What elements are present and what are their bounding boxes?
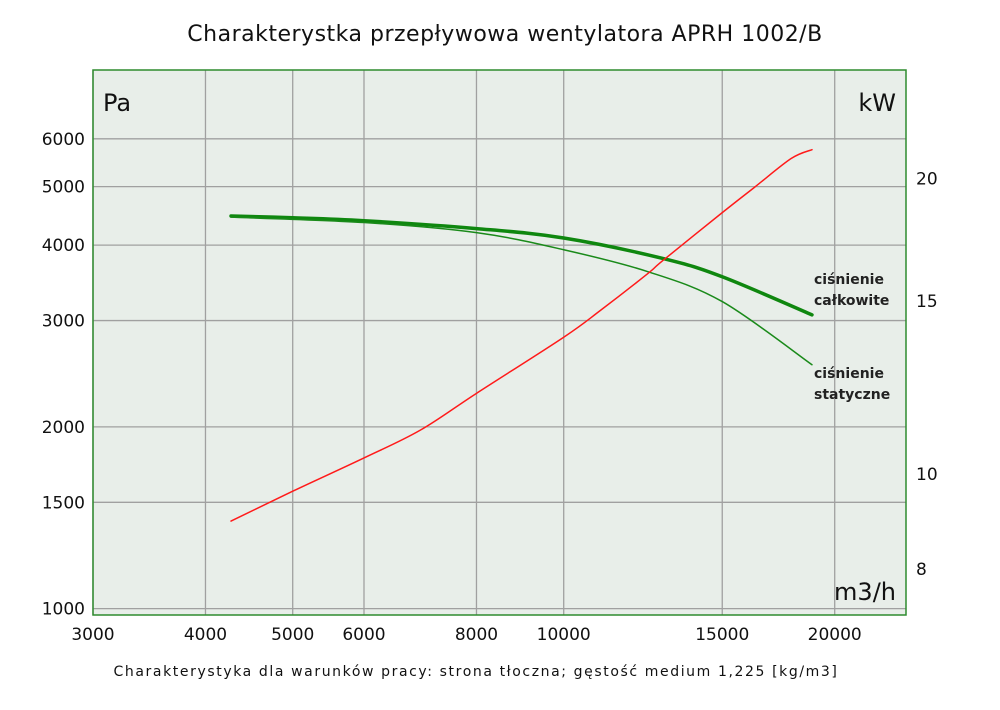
plot-frame bbox=[92, 69, 907, 616]
x-tick-label: 6000 bbox=[342, 625, 385, 645]
series-label: ciśnienie bbox=[814, 366, 884, 382]
series-line-1 bbox=[230, 216, 813, 366]
x-tick-label: 15000 bbox=[695, 625, 749, 645]
series-label: ciśnienie bbox=[814, 272, 884, 288]
ticks: 3000 4000 5000 6000 8000 10000 15000 20000 1000 1… bbox=[42, 130, 938, 645]
grid bbox=[92, 70, 906, 615]
y2-tick-label: 15 bbox=[916, 292, 938, 312]
series-line-0 bbox=[229, 214, 814, 317]
x-tick-label: 8000 bbox=[455, 625, 498, 645]
y-tick-label: 6000 bbox=[42, 130, 85, 150]
series-label: statyczne bbox=[814, 387, 890, 403]
y2-tick-label: 8 bbox=[916, 560, 927, 580]
series-labels: ciśnienie całkowite ciśnienie statyczne bbox=[814, 272, 890, 403]
x-axis-label: m3/h bbox=[834, 578, 896, 606]
chart-title: Charakterystka przepływowa wentylatora A… bbox=[187, 22, 822, 47]
plot-area bbox=[93, 70, 906, 615]
x-tick-label: 20000 bbox=[808, 625, 862, 645]
y-tick-label: 5000 bbox=[42, 178, 85, 198]
x-tick-label: 10000 bbox=[537, 625, 591, 645]
x-tick-label: 5000 bbox=[271, 625, 314, 645]
y-tick-label: 3000 bbox=[42, 312, 85, 332]
y-tick-label: 1500 bbox=[42, 493, 85, 513]
curves bbox=[229, 148, 814, 522]
x-tick-label: 4000 bbox=[184, 625, 227, 645]
y2-tick-label: 20 bbox=[916, 170, 938, 190]
y2-tick-label: 10 bbox=[916, 465, 938, 485]
y-tick-label: 4000 bbox=[42, 236, 85, 256]
footnote: Charakterystyka dla warunków pracy: stro… bbox=[114, 664, 839, 680]
series-line-2 bbox=[230, 148, 813, 522]
series-label: całkowite bbox=[814, 293, 889, 309]
y-axis-label: Pa bbox=[103, 89, 131, 117]
y2-axis-label: kW bbox=[858, 89, 896, 117]
y-tick-label: 1000 bbox=[42, 600, 85, 620]
x-tick-label: 3000 bbox=[71, 625, 114, 645]
y-tick-label: 2000 bbox=[42, 418, 85, 438]
